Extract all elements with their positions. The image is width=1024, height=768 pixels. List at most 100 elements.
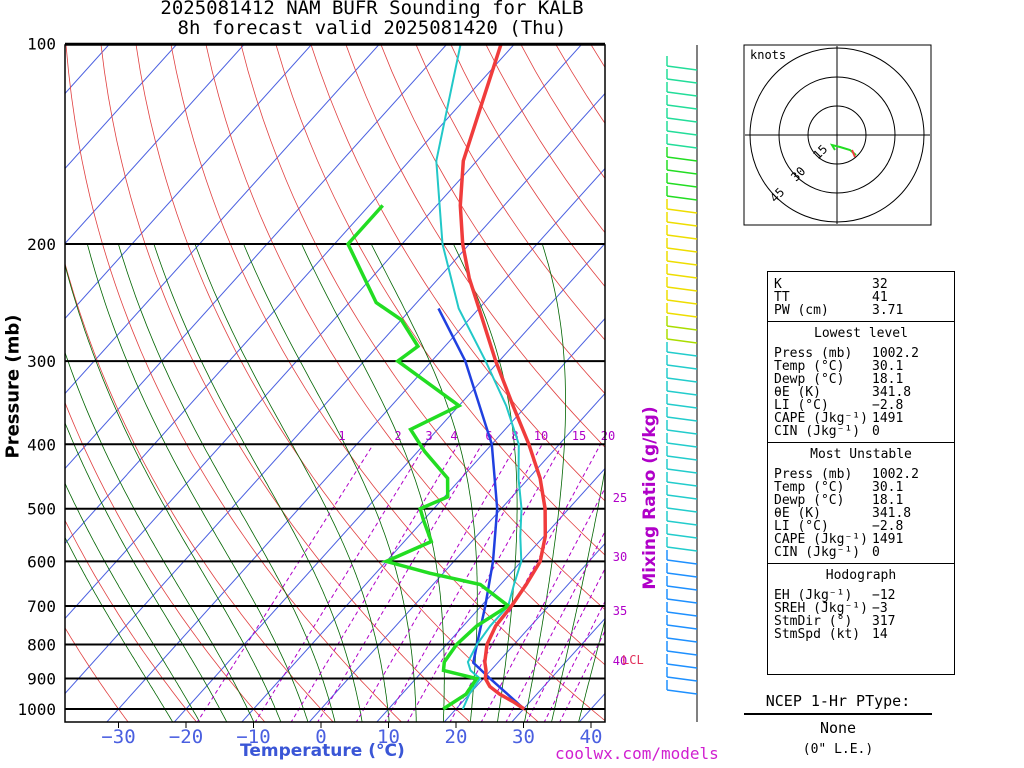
stat-value: −2.8 (872, 398, 904, 413)
stat-value: 3.71 (872, 303, 904, 318)
stat-value: 18.1 (872, 493, 904, 508)
mixing-ratio-line (480, 487, 605, 722)
mixing-ratio-line (317, 444, 483, 722)
stat-label: Dewp (°C) (774, 493, 845, 508)
wind-barb (666, 390, 698, 396)
wind-barb (666, 468, 698, 474)
dewpoint-trace (345, 204, 512, 711)
wind-barb (666, 416, 698, 422)
stat-label: SREH (Jkg⁻¹) (774, 601, 868, 616)
footer-site: coolwx.com/models (555, 744, 719, 763)
wind-barb (666, 494, 698, 500)
stat-value: 0 (872, 545, 880, 560)
wind-barb (666, 377, 698, 383)
stat-value: 14 (872, 627, 888, 642)
stat-label: EH (Jkg⁻¹) (774, 588, 853, 603)
wind-barb (666, 169, 698, 175)
mixing-ratio-label: 35 (613, 604, 627, 618)
stat-value: 0 (872, 424, 880, 439)
mixing-ratio-label: 10 (534, 429, 548, 443)
stat-label: Press (mb) (774, 467, 853, 482)
stat-value: −12 (872, 588, 896, 603)
hodograph-units: knots (750, 48, 786, 62)
stat-label: K (774, 277, 782, 292)
dry-adiabat-line (170, 45, 605, 722)
wind-barb (666, 572, 698, 578)
moist-adiabat-line (153, 243, 363, 722)
wind-barb (666, 351, 698, 357)
stat-value: 18.1 (872, 372, 904, 387)
wind-barb (666, 520, 698, 526)
wind-barb (666, 403, 698, 409)
mixing-ratio-label: 30 (613, 550, 627, 564)
stats-section-heading: Lowest level (814, 326, 908, 341)
temp-tick-label: −30 (101, 726, 135, 748)
stat-label: Press (mb) (774, 346, 853, 361)
wind-barb (666, 299, 698, 305)
moist-adiabat-line (194, 243, 390, 722)
wind-barb (666, 455, 698, 461)
dry-adiabat-line (65, 519, 197, 722)
stat-label: StmSpd (kt) (774, 627, 861, 642)
isotherm-line (65, 45, 380, 395)
mixing-ratio-line (543, 600, 605, 722)
temp-tick-label: 0 (315, 726, 326, 748)
wind-barb (666, 338, 698, 344)
isotherm-line (65, 45, 582, 620)
dry-adiabat-line (275, 45, 605, 556)
mixing-ratio-line (254, 444, 427, 722)
pressure-tick-label: 600 (27, 552, 56, 571)
stats-section-heading: Hodograph (825, 568, 897, 583)
wind-barb (666, 156, 698, 162)
parcel-trace (437, 307, 526, 710)
isotherm-line (376, 467, 605, 722)
isotherm-line (65, 45, 177, 170)
wind-barb (666, 585, 698, 591)
stat-label: CIN (Jkg⁻¹) (774, 424, 861, 439)
mixing-ratio-label: 40 (613, 654, 627, 668)
dry-adiabat-line (205, 45, 605, 666)
wind-barb (666, 689, 698, 695)
stat-label: CIN (Jkg⁻¹) (774, 545, 861, 560)
dry-adiabat-line (65, 401, 266, 722)
mixing-ratio-label: 3 (425, 429, 432, 443)
isotherm-line (106, 167, 605, 722)
mixing-ratio-line (384, 444, 543, 722)
dry-adiabat-line (100, 45, 471, 722)
mixing-ratio-label: 15 (572, 429, 586, 443)
isotherm-line (65, 92, 605, 695)
wind-barb (666, 91, 698, 97)
wind-barb (666, 130, 698, 136)
stats-divider (768, 442, 954, 443)
mixing-ratio-line (406, 444, 563, 722)
isotherm-line (173, 242, 605, 722)
stat-label: θE (K) (774, 385, 821, 400)
dry-adiabat-line (65, 627, 129, 722)
wind-barb (666, 624, 698, 630)
temp-tick-label: 30 (512, 726, 535, 748)
wind-barb (666, 663, 698, 669)
wind-barb (666, 325, 698, 331)
ptype-divider (744, 713, 932, 715)
stat-value: 1491 (872, 411, 904, 426)
ptype-title: NCEP 1-Hr PType: (765, 692, 911, 710)
wind-barb (666, 273, 698, 279)
plot-frame (64, 44, 606, 723)
lcl-label: LCL (622, 653, 644, 667)
wind-barb (666, 546, 698, 552)
pressure-tick-label: 100 (27, 35, 56, 54)
moist-adiabat-line (118, 243, 336, 722)
pressure-tick-label: 700 (27, 597, 56, 616)
moist-adiabat-line (578, 618, 605, 722)
moist-adiabat-line (524, 243, 566, 722)
wind-barb (666, 611, 698, 617)
stat-value: 317 (872, 614, 896, 629)
x-axis-label: Temperature (°C) (240, 741, 405, 761)
dry-adiabat-line (345, 45, 605, 448)
mixing-ratio-axis-label: Mixing Ratio (g/kg) (640, 406, 660, 590)
temp-tick-label: 20 (445, 726, 468, 748)
stat-label: Temp (°C) (774, 359, 845, 374)
wind-barb (666, 78, 698, 84)
isotherm-line (65, 45, 245, 245)
dry-adiabat-line (65, 262, 334, 722)
